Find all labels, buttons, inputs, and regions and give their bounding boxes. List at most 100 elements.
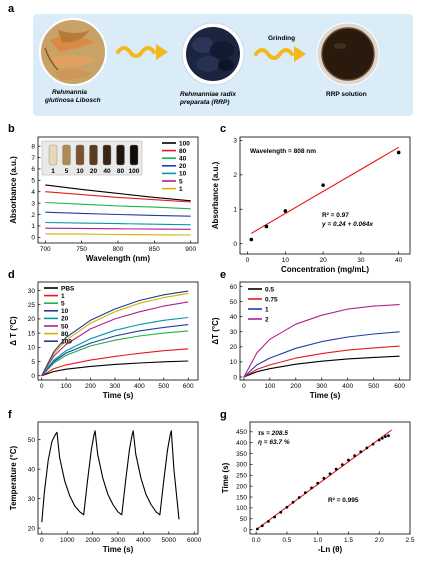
data-point [297, 496, 301, 499]
series-line-1 [41, 348, 189, 377]
y-tick-label: 10 [230, 359, 238, 366]
data-point [303, 491, 307, 495]
legend-label: 2 [265, 316, 269, 323]
panel-c-letter: c [220, 123, 226, 135]
x-axis-label: Time (s) [103, 545, 134, 554]
legend-label: 20 [179, 163, 187, 170]
rrp-solution-photo [316, 22, 380, 86]
solution-label: RRP solution [326, 91, 367, 98]
data-point [321, 183, 325, 187]
y-tick-label: 150 [236, 494, 247, 501]
x-tick-label: 0 [40, 537, 44, 544]
series-line-80 [41, 292, 189, 376]
x-tick-label: 3000 [111, 537, 126, 544]
y-tick-label: 4 [31, 189, 35, 196]
data-point [264, 224, 269, 229]
series-line-40 [45, 201, 191, 210]
legend-label: 10 [61, 308, 69, 315]
x-tick-label: 1000 [60, 537, 75, 544]
series-line-5 [45, 227, 191, 230]
series-line-100 [41, 290, 189, 376]
y-tick-label: 50 [28, 437, 36, 444]
rehmannia-plant-photo [39, 18, 107, 86]
data-point [291, 500, 295, 504]
data-point [359, 450, 363, 454]
y-tick-label: 1 [31, 223, 35, 230]
x-tick-label: 100 [61, 383, 72, 390]
data-point [273, 515, 277, 519]
data-point [365, 446, 369, 450]
efficiency-annotation: η = 63.7 % [258, 439, 290, 446]
x-tick-label: 5000 [162, 537, 177, 544]
y-tick-label: 0 [243, 527, 247, 534]
grinding-label: Grinding [268, 35, 295, 42]
plant-label-line2: glutinosa Libosch [44, 97, 101, 104]
x-tick-label: 600 [394, 383, 405, 390]
y-tick-label: 30 [28, 496, 36, 503]
panel-g-letter: g [220, 409, 227, 421]
x-tick-label: 500 [368, 383, 379, 390]
x-tick-label: 800 [113, 246, 124, 253]
x-tick-label: 0 [246, 257, 250, 264]
data-point [322, 476, 326, 480]
vial-label: 10 [76, 168, 84, 175]
tau-annotation: τs = 208.5 [258, 430, 288, 437]
y-tick-label: 400 [236, 440, 247, 447]
series-line-2 [243, 304, 400, 378]
y-axis-label: Δ T (°C) [9, 316, 18, 346]
y-tick-label: 0 [31, 373, 35, 380]
data-point [396, 150, 401, 155]
y-tick-label: 20 [28, 525, 36, 532]
x-tick-label: 400 [342, 383, 353, 390]
series-line-10 [45, 221, 191, 226]
y-tick-label: 0 [31, 235, 35, 242]
x-tick-label: 0 [40, 383, 44, 390]
legend-label: 20 [61, 316, 69, 323]
legend-label: 80 [61, 331, 69, 338]
y-tick-label: 0 [233, 374, 237, 381]
y-tick-label: 40 [230, 314, 238, 321]
y-tick-label: 100 [236, 505, 247, 512]
fit-line [255, 429, 392, 531]
vial-tube [116, 144, 125, 166]
panel-a: a Rehmannia glutinosa Libosch Rehmanniae… [8, 3, 413, 116]
legend-label: 10 [179, 171, 187, 178]
y-tick-label: 1 [233, 207, 237, 214]
legend-label: 5 [61, 301, 65, 308]
chart-f-heating-cycles: 0 1000 2000 3000 4000 5000 6000 20 30 40 50 Time (s… [9, 421, 202, 554]
vial-photo-inset: 1 5 10 20 40 80 100 [41, 140, 143, 176]
vial-tube [75, 144, 85, 166]
x-tick-label: 100 [264, 383, 275, 390]
series-line-0.75 [243, 345, 400, 378]
rrp-label-line1: Rehmanniae radix [180, 91, 236, 98]
x-tick-label: 2000 [85, 537, 100, 544]
vial-label: 80 [117, 168, 125, 175]
legend-label: 50 [61, 323, 69, 330]
x-tick-label: 1.0 [313, 537, 322, 544]
series-line-10 [41, 324, 189, 377]
y-tick-label: 5 [31, 178, 35, 185]
rrp-photo [181, 22, 245, 86]
data-point [371, 442, 375, 446]
y-tick-label: 250 [236, 473, 247, 480]
series-line-5 [41, 330, 189, 377]
data-point [310, 486, 313, 490]
y-tick-label: 350 [236, 451, 247, 458]
legend-label: 80 [179, 148, 187, 155]
x-axis-label: Time (s) [310, 391, 341, 400]
x-tick-label: 1.5 [344, 537, 353, 544]
x-tick-label: 750 [76, 246, 87, 253]
series-line-1 [45, 233, 191, 236]
y-tick-label: 8 [31, 143, 35, 150]
panel-a-letter: a [8, 3, 15, 15]
process-arrow-1 [116, 44, 168, 60]
series-line-main [41, 430, 180, 523]
legend-label: 0.75 [265, 296, 278, 303]
chart-g-cooling-fit: 0.0 0.5 1.0 1.5 2.0 2.5 0 50 100 150 200 250 300 350 4… [221, 421, 415, 554]
y-axis-label: Temperature (°C) [9, 445, 18, 510]
data-point [279, 510, 283, 514]
y-tick-label: 0 [233, 241, 237, 248]
series-line-20 [45, 211, 191, 217]
x-tick-label: 300 [316, 383, 327, 390]
